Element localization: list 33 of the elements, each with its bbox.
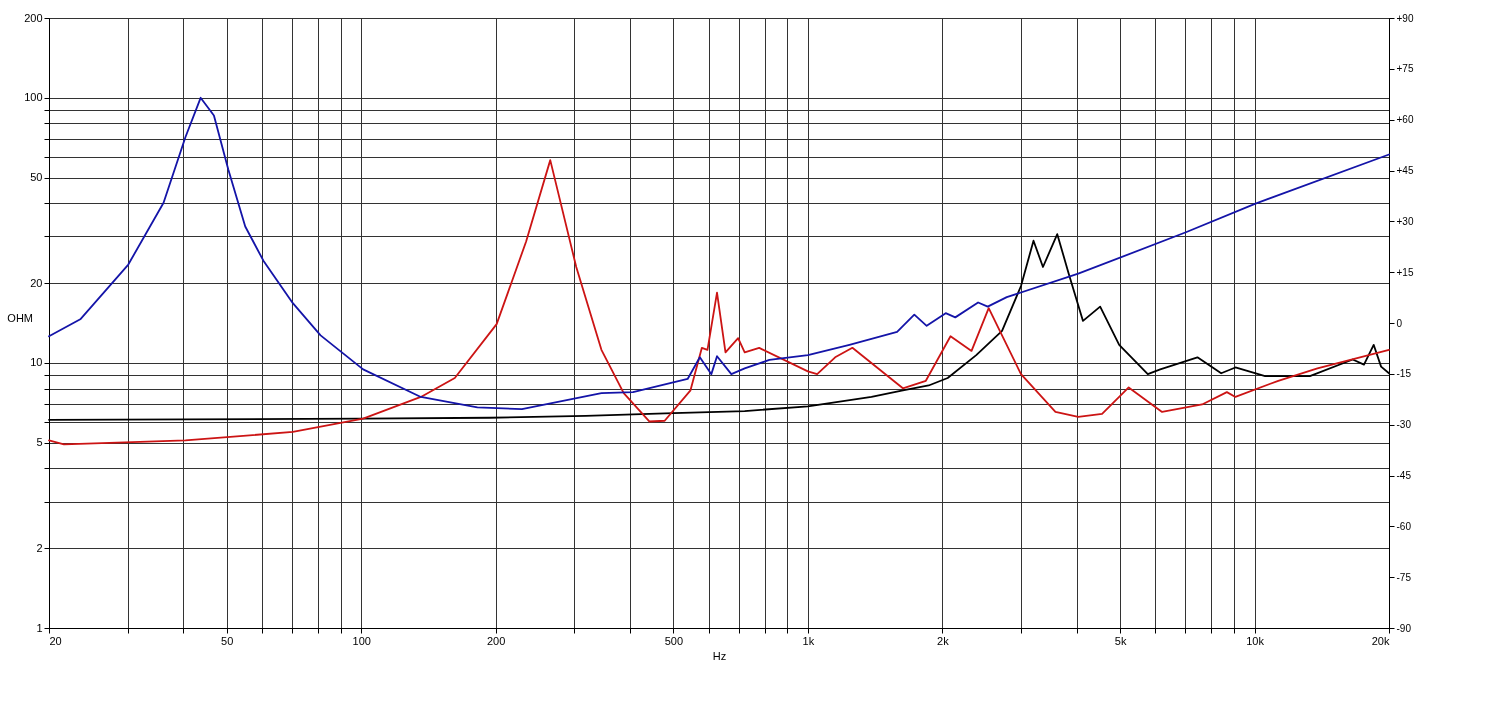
y-tick-label: 2 xyxy=(36,541,43,554)
y2-tick-label: -60 xyxy=(1396,520,1412,532)
y-tick-label: 20 xyxy=(30,276,43,289)
x-tick-label: 100 xyxy=(352,634,371,647)
y2-tick-label: +30 xyxy=(1396,215,1414,227)
x-axis-title: Hz xyxy=(712,649,727,662)
y-tick-label: 100 xyxy=(24,91,43,104)
x-tick-label: 1k xyxy=(802,634,815,647)
x-tick-label: 2k xyxy=(937,634,950,647)
y2-tick-label: +15 xyxy=(1396,266,1414,278)
x-tick-label: 20k xyxy=(1371,634,1390,647)
y-axis-title: OHM xyxy=(7,311,33,324)
x-tick-label: 200 xyxy=(486,634,506,647)
y2-tick-label: -90 xyxy=(1396,622,1412,634)
y2-tick-label: -15 xyxy=(1396,368,1412,380)
y2-tick-label: +45 xyxy=(1396,165,1414,176)
x-tick-label: 10k xyxy=(1246,634,1265,647)
y2-tick-label: -45 xyxy=(1396,470,1412,481)
y-tick-label: 1 xyxy=(36,621,43,634)
x-tick-label: 20 xyxy=(49,634,62,647)
y2-tick-label: -30 xyxy=(1396,419,1412,431)
y2-tick-label: +90 xyxy=(1396,12,1414,24)
y-tick-label: 10 xyxy=(30,356,43,369)
y2-tick-label: 0 xyxy=(1396,317,1403,329)
y-tick-label: 200 xyxy=(24,11,43,24)
y-tick-label: 50 xyxy=(30,171,43,184)
y2-tick-label: +75 xyxy=(1396,63,1414,75)
x-tick-label: 50 xyxy=(221,634,234,647)
y2-tick-label: +60 xyxy=(1396,114,1414,126)
y-tick-label: 5 xyxy=(36,436,43,449)
x-tick-label: 5k xyxy=(1114,634,1127,647)
x-tick-label: 500 xyxy=(664,634,684,647)
y2-tick-label: -75 xyxy=(1396,571,1412,583)
